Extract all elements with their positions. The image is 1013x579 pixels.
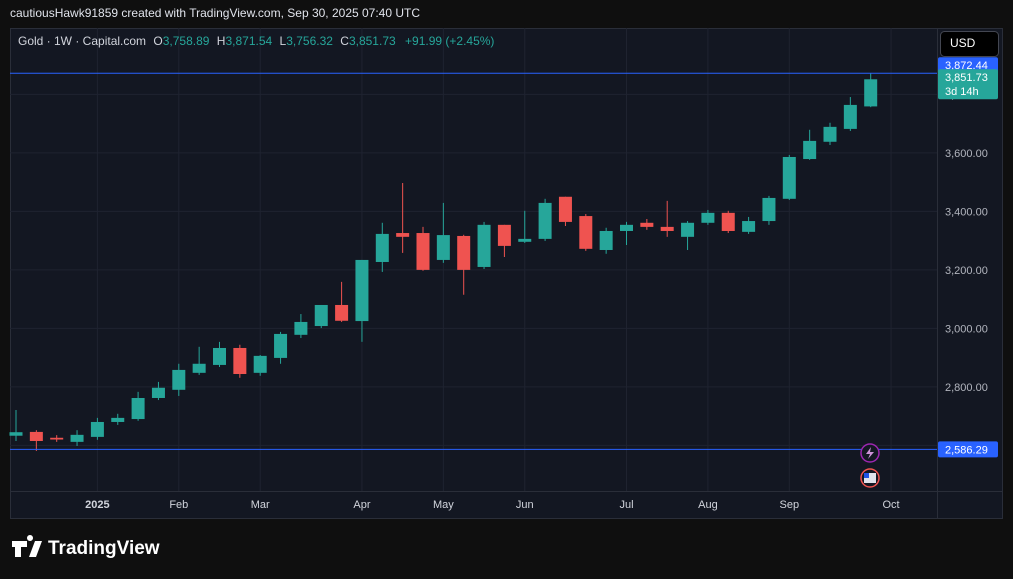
x-tick-label: Jul [619,499,633,511]
candle-body [579,216,593,249]
x-tick-label: Feb [169,499,188,511]
candle-body [314,304,328,327]
candle-body [192,363,206,373]
legend-value: 3,756.32 [286,34,333,48]
flag-icon [864,473,876,483]
legend-change: +91.99 (+2.45%) [405,34,494,48]
candle-body [335,304,349,321]
candle-body [681,222,695,237]
candle-body [477,224,491,267]
candle-body [172,369,186,390]
candle-body [50,437,64,440]
last-price-box [938,69,998,100]
chart-panel [10,28,1003,519]
y-tick-label: 3,000.00 [945,323,988,335]
x-tick-label: May [433,499,454,511]
candle-body [538,202,552,239]
candle-body [823,126,837,142]
candle-body [762,197,776,222]
x-tick-label: Apr [353,499,370,511]
price-label-box [938,57,998,74]
flag-icon-canton [864,473,869,478]
candle-body [294,321,308,335]
x-tick-label: Oct [882,499,899,511]
candle-body [782,156,796,199]
candle-body [233,347,247,375]
candle-body [131,397,145,420]
candle-body [416,233,430,270]
y-tick-label: 3,600.00 [945,148,988,160]
candle-body [436,235,450,260]
legend-key: H [217,34,226,48]
legend-symbol: Gold · 1W · Capital.com [18,34,146,48]
brand-name: TradingView [48,538,160,559]
x-tick-label: Aug [698,499,718,511]
price-label: 2,586.29 [945,444,988,456]
currency-button[interactable] [940,31,999,57]
legend-key: L [280,34,287,48]
candle-body [497,224,511,246]
candle-body [375,233,389,262]
candle-body [274,333,288,358]
legend-value: 3,758.89 [163,34,210,48]
candle-body [620,224,633,231]
legend-value: 3,851.73 [349,34,396,48]
candle-body [701,212,715,223]
event-icon-bolt [866,447,874,459]
candle-body [742,221,756,232]
candle-body [640,222,654,227]
candle-body [558,196,572,222]
legend: Gold · 1W · Capital.com O3,758.89 H3,871… [18,34,494,48]
price-label: 3,872.44 [945,60,988,72]
legend-value: 3,871.54 [225,34,272,48]
x-tick-label: Mar [251,499,270,511]
candle-body [111,417,125,422]
countdown-label: 3d 14h [945,86,979,98]
candle-body [396,233,410,237]
y-tick-label: 2,800.00 [945,382,988,394]
legend-key: O [153,34,162,48]
candle-body [864,79,878,107]
candle-body [518,238,532,242]
x-tick-label: Sep [780,499,800,511]
overlay [10,72,937,450]
candle-body [213,347,226,365]
candle-body [70,434,84,442]
last-price-label: 3,851.73 [945,72,988,84]
candle-body [253,355,267,373]
candle-body [843,104,857,129]
y-tick-label: 3,400.00 [945,206,988,218]
brand-logo [12,534,42,557]
candle-body [599,230,613,250]
candle-body [355,259,369,322]
candle-body [721,212,735,231]
grid [10,28,937,491]
x-tick-label: 2025 [85,499,109,511]
candle-body [660,226,674,231]
candle-body [457,235,471,270]
price-label-box [938,441,998,458]
header: cautiousHawk91859 created with TradingVi… [10,6,420,20]
candles [9,73,878,451]
legend-key: C [340,34,349,48]
currency-button-label[interactable]: USD [950,36,976,50]
x-tick-label: Jun [516,499,534,511]
axis: 2,600.002,800.003,000.003,200.003,400.00… [85,57,998,511]
candle-body [90,421,104,437]
candle-body [151,387,165,398]
candle-body [803,140,817,160]
candle-body [29,431,43,441]
y-tick-label: 3,200.00 [945,265,988,277]
candle-body [9,432,23,436]
